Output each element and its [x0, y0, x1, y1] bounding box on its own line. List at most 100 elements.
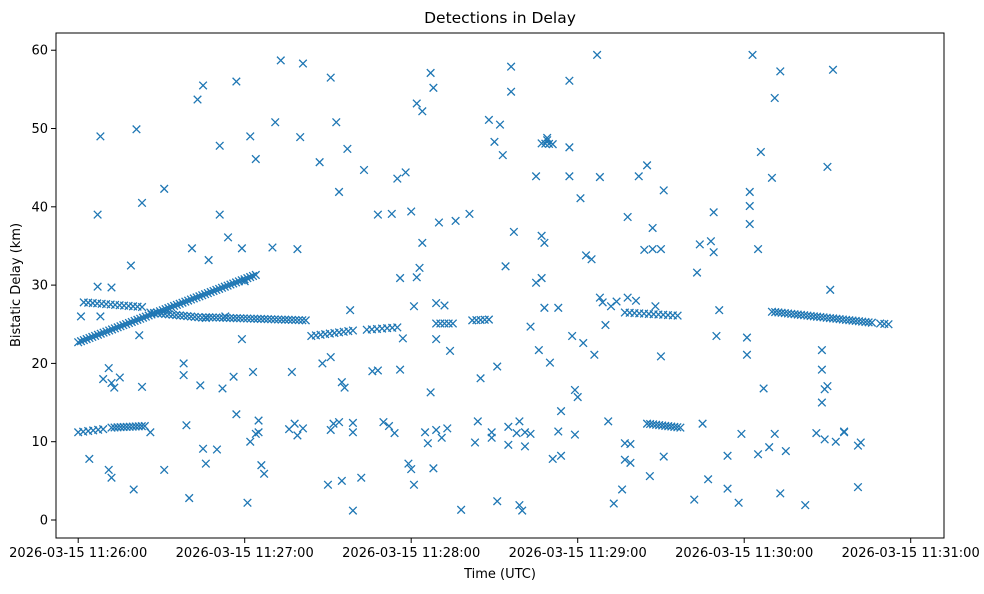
data-point	[153, 308, 163, 318]
data-point	[676, 423, 685, 432]
data-point	[183, 296, 193, 305]
data-point	[592, 50, 602, 60]
data-point	[98, 374, 108, 384]
data-point	[492, 362, 502, 371]
data-point	[200, 289, 210, 299]
data-point	[756, 147, 766, 157]
data-point	[431, 298, 441, 308]
data-point	[412, 99, 422, 108]
data-point	[484, 315, 494, 324]
data-point	[287, 315, 297, 325]
data-point	[712, 331, 721, 341]
data-point	[429, 83, 438, 93]
data-point	[298, 59, 308, 68]
data-point	[520, 428, 530, 437]
y-tick-label: 0	[40, 513, 48, 528]
data-point	[240, 276, 249, 286]
data-point	[217, 283, 227, 293]
data-point	[556, 406, 566, 416]
data-point	[249, 314, 259, 323]
data-point	[135, 314, 145, 324]
data-point	[548, 454, 557, 464]
data-point	[415, 263, 424, 273]
data-point	[115, 373, 125, 382]
data-point	[245, 437, 255, 446]
data-point	[567, 331, 577, 341]
data-point	[96, 312, 105, 321]
data-point	[88, 332, 97, 342]
data-point	[573, 392, 582, 402]
data-point	[231, 278, 241, 287]
data-point	[817, 365, 827, 374]
data-point	[648, 223, 657, 233]
data-point	[820, 435, 829, 444]
data-point	[645, 471, 655, 481]
data-point	[73, 338, 83, 347]
y-tick-label: 40	[31, 200, 48, 215]
data-point	[198, 444, 208, 454]
data-point	[90, 331, 100, 341]
data-point	[107, 378, 116, 388]
data-point	[149, 308, 159, 318]
data-point	[334, 417, 344, 427]
data-point	[406, 464, 416, 474]
data-point	[431, 334, 441, 344]
data-point	[159, 465, 169, 475]
data-point	[164, 310, 174, 319]
data-point	[260, 314, 269, 324]
data-point	[343, 144, 352, 154]
data-point	[240, 274, 249, 284]
data-point	[828, 65, 838, 75]
data-point	[196, 381, 205, 390]
data-point	[748, 50, 757, 60]
data-point	[709, 208, 718, 217]
data-point	[737, 429, 746, 439]
data-point	[301, 316, 311, 325]
data-point	[223, 233, 233, 242]
data-point	[268, 243, 277, 252]
data-point	[759, 384, 768, 393]
data-point	[248, 271, 258, 281]
data-point	[267, 315, 276, 324]
data-point	[412, 273, 422, 282]
data-point	[884, 319, 893, 329]
data-point	[201, 312, 211, 322]
data-point	[506, 87, 516, 96]
data-point	[280, 315, 290, 324]
data-point	[184, 493, 194, 503]
data-point	[864, 318, 873, 327]
data-point	[254, 416, 263, 425]
data-point	[110, 324, 120, 333]
data-point	[337, 377, 347, 387]
data-point	[395, 365, 405, 374]
data-point	[420, 428, 430, 437]
data-point	[431, 425, 441, 435]
data-point	[648, 244, 657, 254]
data-point	[229, 372, 238, 381]
data-point	[137, 382, 147, 392]
data-point	[159, 184, 169, 194]
data-point	[437, 433, 446, 443]
data-point	[709, 247, 718, 257]
data-point	[85, 333, 94, 343]
data-point	[692, 268, 702, 277]
data-point	[473, 417, 483, 426]
data-point	[409, 301, 419, 311]
data-point	[817, 345, 827, 355]
data-point	[243, 498, 252, 508]
data-point	[138, 313, 148, 322]
data-point	[656, 244, 666, 254]
data-point	[356, 473, 366, 482]
data-point	[556, 451, 566, 461]
data-point	[373, 210, 383, 219]
data-point	[133, 315, 142, 325]
data-point	[298, 315, 307, 325]
data-point	[770, 429, 779, 439]
data-point	[373, 366, 383, 375]
data-point	[626, 458, 635, 468]
data-point	[745, 201, 755, 211]
data-point	[578, 338, 588, 348]
data-point	[695, 240, 705, 249]
data-point	[251, 154, 261, 164]
data-point	[723, 451, 732, 461]
